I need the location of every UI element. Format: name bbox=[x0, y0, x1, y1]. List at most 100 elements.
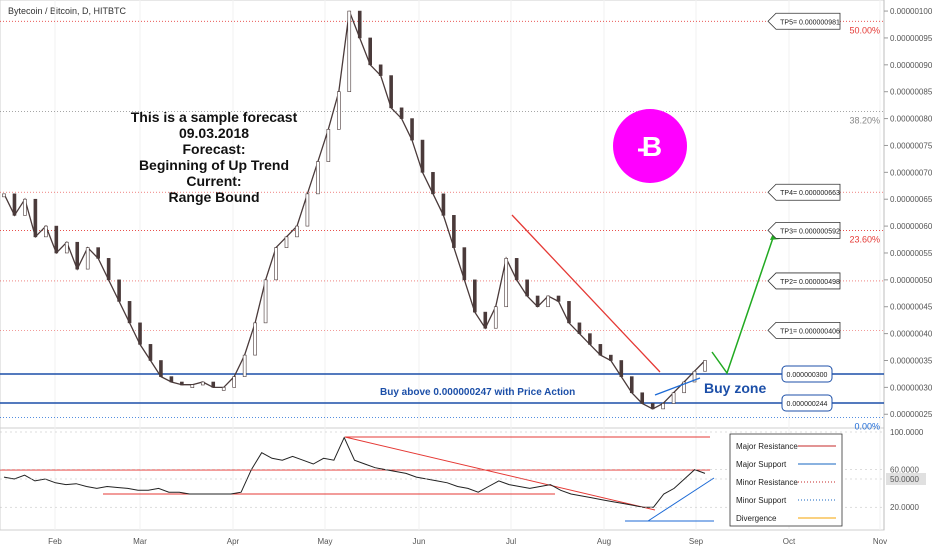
price-bar bbox=[159, 360, 163, 377]
buy-above-text: Buy above 0.000000247 with Price Action bbox=[380, 387, 575, 398]
price-bar bbox=[462, 247, 467, 281]
price-bar bbox=[441, 193, 446, 216]
price-bar bbox=[368, 37, 372, 66]
price-tick-label: 0.000000300 bbox=[890, 383, 932, 392]
price-bar bbox=[692, 370, 697, 383]
x-tick-label: Nov bbox=[873, 537, 887, 546]
x-tick-label: Feb bbox=[48, 537, 62, 546]
forecast-line-6: Range Bound bbox=[169, 189, 260, 205]
uptrend-support-line bbox=[654, 377, 701, 396]
price-bar bbox=[567, 301, 571, 324]
legend-label: Major Resistance bbox=[736, 442, 798, 451]
price-bar bbox=[619, 360, 624, 377]
price-bar bbox=[473, 279, 477, 313]
legend: Major Resistance Major Support Minor Resis… bbox=[729, 433, 843, 527]
price-bar bbox=[54, 225, 59, 254]
price-bar bbox=[148, 344, 153, 361]
x-tick-label: Oct bbox=[783, 537, 796, 546]
price-bar bbox=[671, 392, 676, 404]
price-bar bbox=[2, 193, 6, 198]
price-bar bbox=[64, 241, 69, 254]
x-tick-label: Jul bbox=[506, 537, 516, 546]
price-bar bbox=[305, 193, 310, 227]
price-bar bbox=[127, 301, 132, 324]
osc-highlight-box bbox=[886, 473, 926, 485]
price-bar bbox=[326, 129, 331, 162]
price-bar bbox=[389, 75, 393, 109]
legend-label: Divergence bbox=[736, 514, 777, 523]
downtrend-line bbox=[511, 214, 661, 373]
price-bar bbox=[347, 10, 352, 93]
target-box bbox=[767, 272, 841, 290]
price-bar bbox=[452, 215, 456, 248]
price-bar bbox=[535, 295, 540, 308]
fib-labels: 50.00% 38.20% 23.60% 0.00% bbox=[849, 25, 880, 431]
x-tick-label: Aug bbox=[597, 537, 611, 546]
legend-label: Major Support bbox=[736, 460, 787, 469]
price-bar bbox=[33, 198, 38, 238]
price-bar bbox=[44, 225, 48, 238]
price-bar bbox=[23, 198, 27, 216]
price-bar bbox=[546, 295, 550, 308]
osc-tick-label: 100.0000 bbox=[890, 428, 924, 437]
price-bar bbox=[242, 354, 247, 377]
fib-label: 23.60% bbox=[849, 234, 880, 244]
osc-divergence-line bbox=[344, 436, 656, 511]
price-bar bbox=[221, 387, 226, 391]
x-tick-label: May bbox=[317, 537, 332, 546]
x-tick-label: Apr bbox=[227, 537, 240, 546]
price-bar bbox=[682, 381, 686, 394]
price-bar bbox=[640, 392, 645, 404]
upper-zone-box bbox=[781, 365, 833, 383]
forecast-line-1: This is a sample forecast bbox=[131, 109, 298, 125]
fib-label: 38.20% bbox=[849, 116, 880, 126]
price-bar bbox=[420, 139, 425, 173]
chart-title: Bytecoin / Bitcoin, D, HITBTC bbox=[8, 6, 127, 16]
osc-tick-label: 20.0000 bbox=[890, 503, 919, 512]
price-bar bbox=[378, 64, 383, 76]
fib-label: 0.00% bbox=[854, 421, 880, 431]
price-bar bbox=[253, 322, 257, 356]
price-bar bbox=[556, 295, 561, 302]
price-bars bbox=[2, 10, 707, 410]
forecast-line-3: Forecast: bbox=[182, 141, 245, 157]
x-tick-label: Mar bbox=[133, 537, 147, 546]
price-bar bbox=[106, 258, 111, 281]
lower-zone-value: 0.000000244 bbox=[787, 401, 828, 408]
bytecoin-logo-glyph: B bbox=[642, 131, 662, 162]
price-bar bbox=[357, 10, 362, 39]
target-box bbox=[767, 321, 841, 339]
time-axis: Feb Mar Apr May Jun Jul Aug Sep Oct Nov bbox=[48, 537, 887, 546]
price-tick-label: 0.000000250 bbox=[890, 410, 932, 419]
forecast-line-2: 09.03.2018 bbox=[179, 125, 249, 141]
target-lines bbox=[0, 20, 884, 331]
forecast-text: This is a sample forecast 09.03.2018 For… bbox=[131, 109, 298, 205]
price-bar bbox=[588, 333, 592, 345]
price-bar bbox=[117, 279, 121, 302]
price-bar bbox=[525, 279, 529, 297]
price-bar bbox=[85, 247, 90, 270]
price-bar bbox=[190, 384, 195, 388]
target-box bbox=[767, 221, 841, 239]
target-label: TP2= 0.000000498 bbox=[780, 279, 840, 286]
price-bar bbox=[410, 118, 414, 141]
price-bar bbox=[12, 193, 17, 216]
forecast-line-4: Beginning of Up Trend bbox=[139, 157, 289, 173]
target-label: TP4= 0.000000663 bbox=[780, 190, 840, 197]
target-label: TP1= 0.000000406 bbox=[780, 328, 840, 335]
legend-label: Minor Support bbox=[736, 496, 787, 505]
price-bar bbox=[96, 247, 100, 259]
price-bar bbox=[316, 161, 320, 195]
target-box bbox=[767, 12, 841, 30]
price-bar bbox=[609, 354, 613, 361]
